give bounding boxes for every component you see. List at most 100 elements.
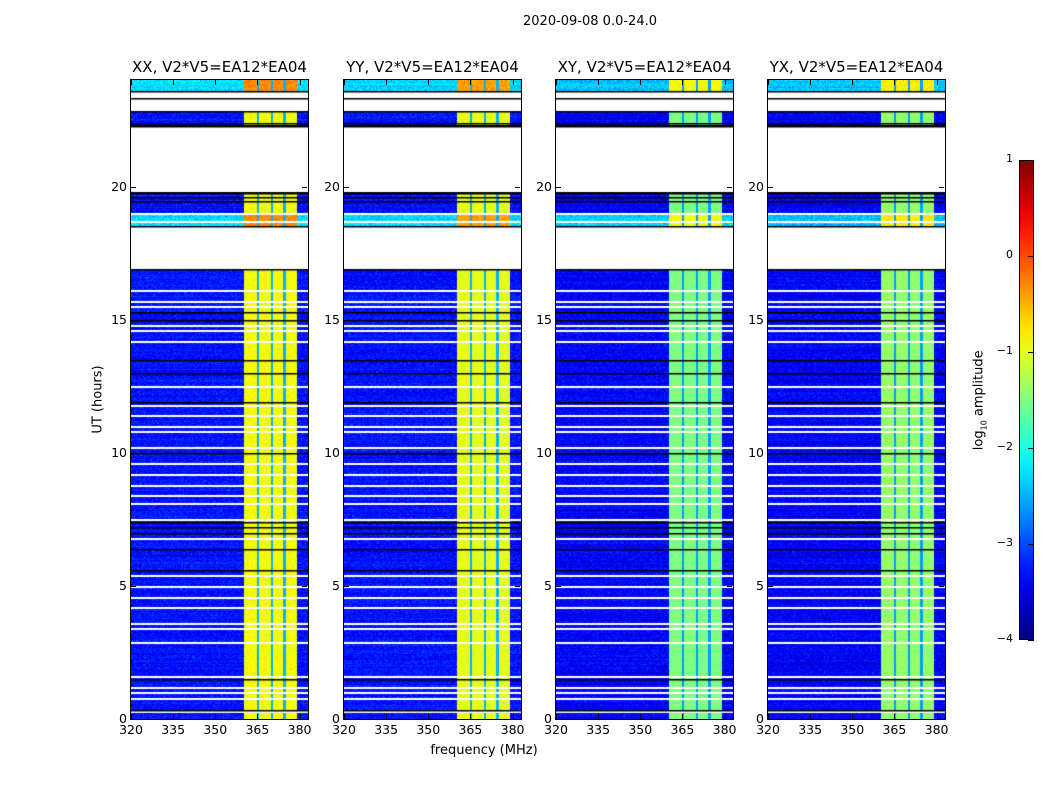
y-tick-right [939,319,944,321]
x-tick [936,714,938,719]
y-tick [131,452,136,454]
x-tick [894,714,896,719]
x-tick-top [852,80,854,85]
x-tick-label: 335 [161,722,186,737]
x-tick-label: 350 [628,722,653,737]
colorbar-tick-label: −1 [996,344,1013,357]
x-tick-label: 380 [287,722,312,737]
colorbar-tick-label: 0 [1006,248,1013,261]
y-tick-right [727,186,732,188]
y-tick-label: 5 [332,577,340,593]
y-tick-label: 0 [332,711,340,726]
x-tick-label: 350 [840,722,865,737]
y-tick [344,585,349,587]
colorbar-tick [1028,352,1034,353]
x-tick-top [344,80,345,85]
y-tick-right [515,319,520,321]
x-tick-top [724,80,726,85]
y-tick-right [302,319,307,321]
y-tick-right [939,452,944,454]
x-tick-top [173,80,175,85]
x-axis-label: frequency (MHz) [430,743,538,758]
y-tick [344,186,349,188]
x-tick [556,714,557,719]
y-tick-label: 10 [324,444,340,460]
y-tick [556,452,561,454]
y-tick-label: 5 [756,577,764,593]
x-tick-top [894,80,896,85]
y-tick-label: 0 [756,711,764,726]
colorbar-tick [1028,544,1034,545]
x-tick-top [768,80,769,85]
y-tick-right [727,452,732,454]
y-tick-right [302,186,307,188]
x-tick [598,714,600,719]
y-tick-right [939,719,944,720]
heatmap-panel: XY, V2*V5=EA12*EA04 320 335 350 365 380 0 5 10 15… [536,58,736,737]
colorbar-tick [1028,640,1034,641]
x-tick [724,714,726,719]
y-tick [556,319,561,321]
y-tick [344,719,349,720]
x-tick [428,714,430,719]
y-tick [344,319,349,321]
x-tick [768,714,769,719]
figure-title: 2020-09-08 0.0-24.0 [523,14,657,29]
y-tick-label: 15 [111,311,127,327]
colorbar [1019,160,1034,640]
x-tick-top [512,80,514,85]
x-tick-label: 350 [203,722,228,737]
y-tick-label: 20 [536,178,552,194]
panel-title: XY, V2*V5=EA12*EA04 [557,58,732,76]
x-tick [215,714,217,719]
x-tick [640,714,642,719]
x-tick [386,714,388,719]
y-tick [556,585,561,587]
y-tick-label: 20 [111,178,127,194]
panel-title: YX, V2*V5=EA12*EA04 [769,58,944,76]
y-tick-right [727,719,732,720]
y-tick [131,186,136,188]
y-tick [556,719,561,720]
y-tick [768,186,773,188]
y-tick [131,585,136,587]
y-tick [344,452,349,454]
x-tick [682,714,684,719]
x-tick-top [598,80,600,85]
x-tick-label: 365 [882,722,907,737]
y-tick-right [515,186,520,188]
x-tick-label: 380 [924,722,949,737]
heatmap-panel: YX, V2*V5=EA12*EA04 320 335 350 365 380 0 5 10 15… [748,58,948,737]
x-tick-top [936,80,938,85]
heatmap-image [344,80,521,719]
y-tick-right [302,585,307,587]
heatmap-image [768,80,945,719]
heatmap-panel: XX, V2*V5=EA12*EA04 320 335 350 365 380 0 5 10 15… [111,58,311,737]
x-tick [173,714,175,719]
y-tick-right [515,452,520,454]
y-tick-right [727,585,732,587]
x-tick-top [682,80,684,85]
y-tick-label: 5 [119,577,127,593]
y-tick-label: 0 [544,711,552,726]
y-tick-label: 15 [324,311,340,327]
y-tick-right [939,186,944,188]
y-tick-label: 5 [544,577,552,593]
y-tick-right [302,719,307,720]
x-tick-top [131,80,132,85]
x-tick-label: 380 [712,722,737,737]
x-tick-label: 350 [416,722,441,737]
y-tick [768,319,773,321]
y-tick-label: 20 [748,178,764,194]
y-tick-label: 0 [119,711,127,726]
y-tick-label: 15 [748,311,764,327]
x-tick-label: 380 [500,722,525,737]
x-tick-top [640,80,642,85]
x-tick-label: 320 [119,722,143,737]
x-tick [344,714,345,719]
x-tick-label: 365 [458,722,483,737]
colorbar-tick-label: 1 [1006,152,1013,165]
y-tick [768,585,773,587]
y-tick-right [939,585,944,587]
